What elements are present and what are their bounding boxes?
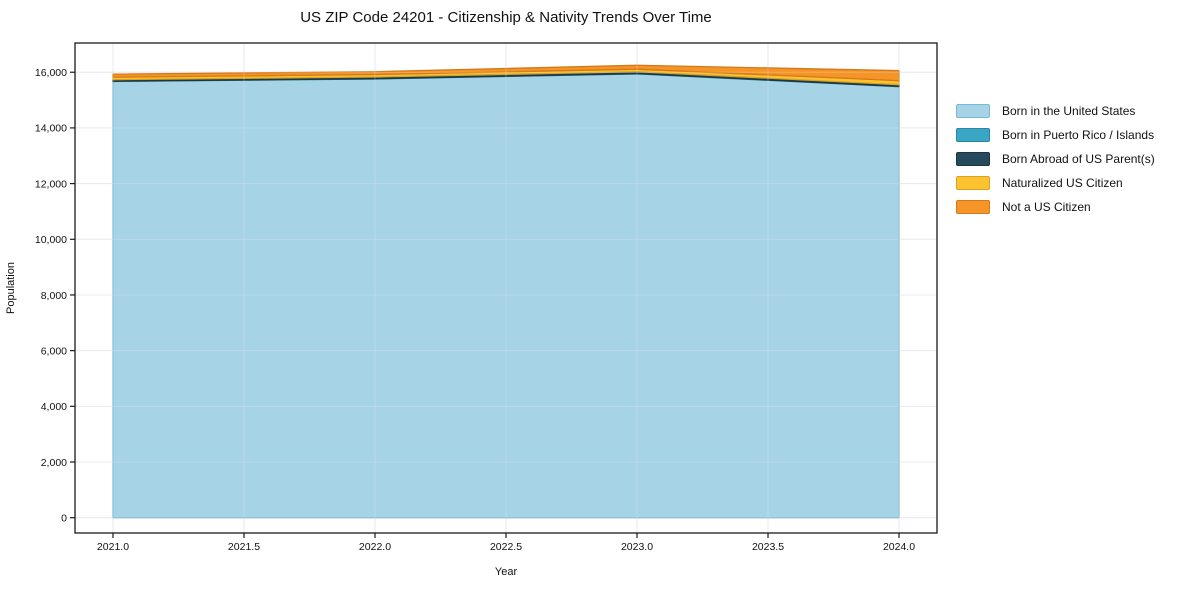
x-tick-label: 2024.0 — [883, 541, 915, 553]
x-tick-label: 2023.5 — [752, 541, 784, 553]
y-tick-label: 16,000 — [35, 67, 67, 79]
area-not-a-us-citizen — [112, 64, 900, 82]
legend-item-born-in-puerto-rico-islands: Born in Puerto Rico / Islands — [956, 128, 1155, 142]
y-tick-label: 8,000 — [41, 290, 67, 302]
legend-label: Naturalized US Citizen — [1002, 176, 1123, 190]
x-tick-label: 2022.0 — [359, 541, 391, 553]
legend-label: Born Abroad of US Parent(s) — [1002, 152, 1155, 166]
y-tick-label: 14,000 — [35, 123, 67, 135]
x-tick-label: 2023.0 — [621, 541, 653, 553]
chart-title: US ZIP Code 24201 - Citizenship & Nativi… — [300, 9, 712, 26]
y-tick-label: 4,000 — [41, 401, 67, 413]
legend-label: Not a US Citizen — [1002, 200, 1091, 214]
legend-swatch-icon — [956, 128, 990, 142]
x-axis-label: Year — [494, 566, 518, 578]
legend-swatch-icon — [956, 104, 990, 118]
y-tick-label: 0 — [61, 512, 67, 524]
y-tick-label: 6,000 — [41, 345, 67, 357]
legend-label: Born in Puerto Rico / Islands — [1002, 128, 1155, 142]
legend-swatch-icon — [956, 200, 990, 214]
y-tick-label: 10,000 — [35, 234, 67, 246]
y-axis-label: Population — [5, 262, 17, 314]
x-tick-label: 2022.5 — [490, 541, 522, 553]
y-tick-label: 2,000 — [41, 457, 67, 469]
y-tick-label: 12,000 — [35, 178, 67, 190]
x-tick-label: 2021.0 — [97, 541, 129, 553]
x-tick-label: 2021.5 — [228, 541, 260, 553]
legend-label: Born in the United States — [1002, 104, 1136, 118]
legend-item-not-a-us-citizen: Not a US Citizen — [956, 200, 1155, 214]
legend: Born in the United States Born in Puerto … — [956, 104, 1155, 214]
legend-swatch-icon — [956, 176, 990, 190]
legend-item-born-in-the-united-states: Born in the United States — [956, 104, 1155, 118]
legend-item-naturalized-us-citizen: Naturalized US Citizen — [956, 176, 1155, 190]
legend-item-born-abroad-of-us-parent-s: Born Abroad of US Parent(s) — [956, 152, 1155, 166]
legend-swatch-icon — [956, 152, 990, 166]
